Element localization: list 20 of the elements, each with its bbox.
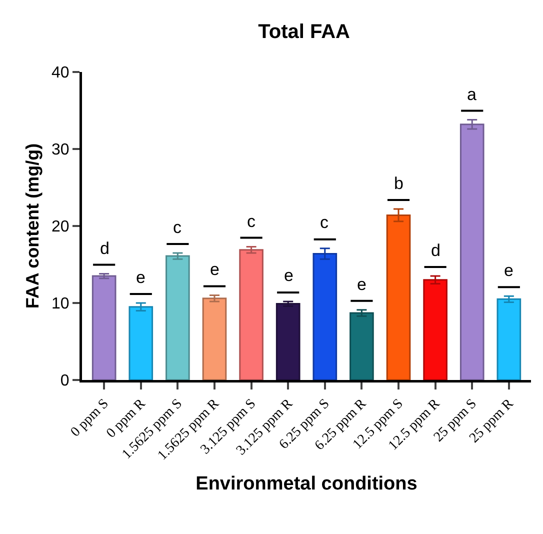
annotation: c	[320, 213, 329, 232]
y-tick-label: 30	[52, 142, 70, 159]
x-axis-title: Environmetal conditions	[196, 474, 418, 495]
annotation: b	[394, 174, 404, 193]
annotation: c	[173, 218, 182, 237]
annotation: e	[284, 266, 294, 285]
y-axis-title: FAA content (mg/g)	[22, 143, 42, 309]
annotation: a	[467, 85, 477, 104]
y-tick-label: 0	[60, 372, 70, 390]
annotation: e	[210, 260, 220, 279]
chart-title: Total FAA	[258, 21, 350, 44]
annotation: e	[136, 268, 146, 287]
annotation: e	[504, 261, 514, 280]
annotation: c	[247, 212, 256, 231]
y-tick-label: 40	[52, 64, 70, 82]
annotation: e	[357, 275, 366, 294]
annotation: d	[100, 239, 110, 258]
annotation: d	[431, 241, 440, 260]
y-tick-label: 10	[52, 296, 70, 313]
y-tick-label: 20	[52, 218, 70, 236]
